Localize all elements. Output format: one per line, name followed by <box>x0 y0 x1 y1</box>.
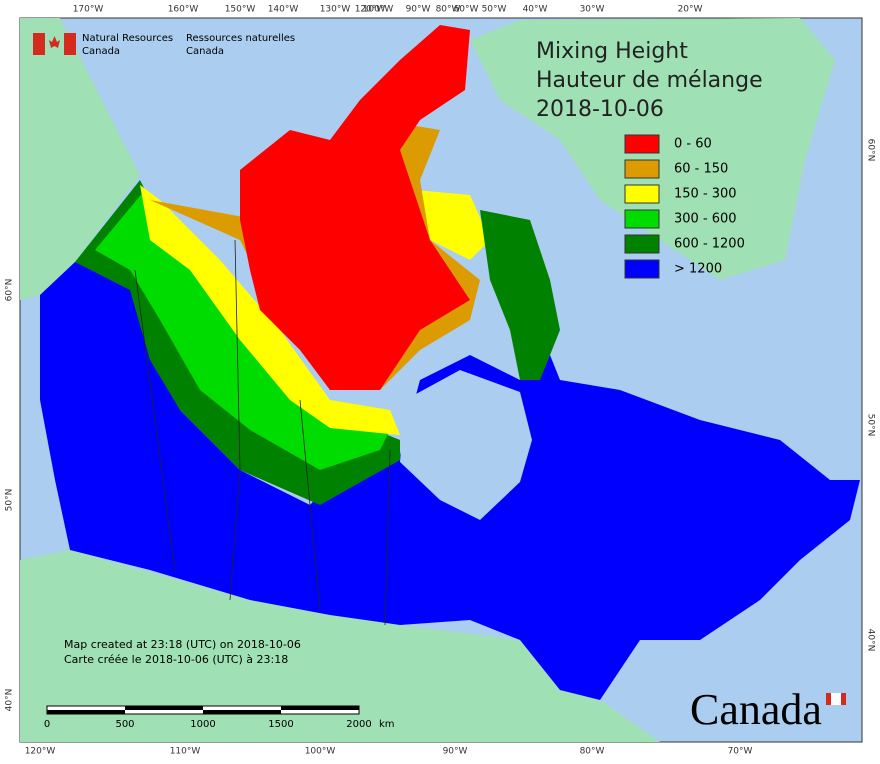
graticule-label: 80°W <box>436 5 461 15</box>
scale-bar <box>281 706 359 710</box>
region-0-60 <box>240 25 470 390</box>
hudson-bay <box>400 370 532 520</box>
legend-swatch <box>624 209 660 229</box>
map-title: Hauteur de mélange <box>536 68 763 93</box>
agency-fr: Ressources naturelles <box>186 33 295 44</box>
wordmark: Canada <box>690 685 822 734</box>
flag-bar <box>64 33 76 55</box>
scale-label: 2000 <box>346 719 371 730</box>
graticule-label: 40°N <box>5 689 15 712</box>
legend-swatch <box>624 234 660 254</box>
flag-leaf <box>49 36 60 48</box>
agency-en: Canada <box>82 46 120 57</box>
graticule-label: 80°W <box>580 747 605 757</box>
scale-label: 0 <box>44 719 50 730</box>
flag-bar <box>33 33 45 55</box>
scale-bar <box>47 710 125 714</box>
graticule-label: 90°W <box>443 747 468 757</box>
footer-note: Map created at 23:18 (UTC) on 2018-10-06 <box>64 638 301 651</box>
legend-label: 600 - 1200 <box>674 237 745 252</box>
legend-swatch <box>624 259 660 279</box>
graticule-label: 50°N <box>5 489 15 512</box>
graticule-label: 50°W <box>482 5 507 15</box>
scale-label: 500 <box>115 719 134 730</box>
graticule-label: 60°W <box>454 5 479 15</box>
graticule-label: 110°W <box>170 747 201 757</box>
graticule-label: 20°W <box>678 5 703 15</box>
graticule-label: 120°W <box>25 747 56 757</box>
legend-label: 150 - 300 <box>674 187 737 202</box>
scale-unit: km <box>379 719 395 730</box>
scale-label: 1000 <box>190 719 215 730</box>
region-600-1200 <box>480 210 560 380</box>
region-150-300 <box>140 185 400 435</box>
legend-label: 300 - 600 <box>674 212 737 227</box>
map-title: 2018-10-06 <box>536 97 664 122</box>
scale-bar <box>203 710 281 714</box>
graticule-label: 140°W <box>268 5 299 15</box>
region-150-300 <box>415 190 490 260</box>
usa <box>20 550 660 742</box>
graticule-label: 130°W <box>320 5 351 15</box>
scale-label: 1500 <box>268 719 293 730</box>
graticule-label: 160°W <box>168 5 199 15</box>
wordmark-flag <box>831 693 841 705</box>
graticule-label: 60°N <box>5 279 15 302</box>
legend-label: 0 - 60 <box>674 137 712 152</box>
alaska <box>20 18 140 300</box>
graticule-label: 100°W <box>305 747 336 757</box>
graticule-label: 100°W <box>363 5 394 15</box>
legend-swatch <box>624 184 660 204</box>
graticule-label: 50°N <box>866 414 876 437</box>
graticule-label: 150°W <box>225 5 256 15</box>
graticule-label: 40°N <box>866 629 876 652</box>
map-title: Mixing Height <box>536 39 688 64</box>
agency-en: Natural Resources <box>82 33 173 44</box>
legend-label: 60 - 150 <box>674 162 728 177</box>
province-borders <box>134 239 391 626</box>
graticule-label: 120°W <box>355 5 386 15</box>
agency-fr: Canada <box>186 46 224 57</box>
legend-swatch <box>624 134 660 154</box>
graticule-label: 60°N <box>866 139 876 162</box>
legend-label: > 1200 <box>674 262 722 277</box>
scale-bar <box>125 706 203 710</box>
graticule-label: 40°W <box>523 5 548 15</box>
graticule-label: 30°W <box>580 5 605 15</box>
graticule-label: 70°W <box>728 747 753 757</box>
graticule-label: 170°W <box>73 5 104 15</box>
graticule-label: 90°W <box>406 5 431 15</box>
footer-note: Carte créée le 2018-10-06 (UTC) à 23:18 <box>64 653 288 666</box>
legend-swatch <box>624 159 660 179</box>
